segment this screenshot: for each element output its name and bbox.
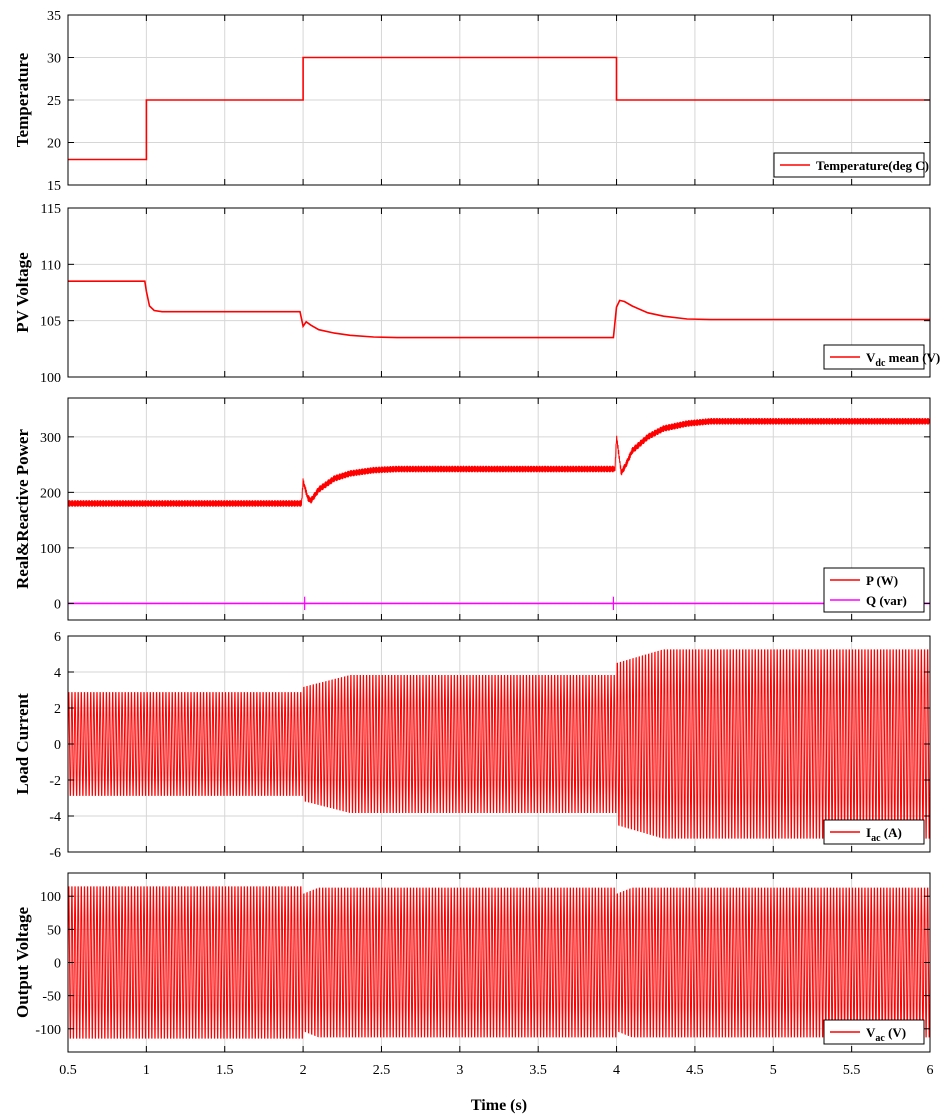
legend: Vdc mean (V) [824,345,940,369]
legend: Iac (A) [824,820,924,844]
y-tick-label: 20 [47,137,61,152]
x-tick-label: 4 [613,1063,620,1078]
x-tick-label: 0.5 [59,1063,77,1078]
x-tick-label: 6 [927,1063,934,1078]
panel-4: -6 -4 -2 0 2 4 6 Load Current Iac (A) [13,630,930,861]
panel-2: 100 105 110 115 PV Voltage Vdc mean (V) [13,202,940,386]
y-tick-label: 6 [54,630,61,645]
y-tick-label: 2 [54,702,61,717]
y-tick-label: 115 [41,202,61,217]
y-tick-label: 100 [40,542,61,557]
panel-3: 0 100 200 300 Real&Reactive Power P (W) Q (var… [13,398,930,620]
panel-5: -100 -50 0 50 100 Output Voltage 0.5 1 1.5 2 2.5 3 3… [13,873,934,1114]
y-axis-label: Output Voltage [13,907,32,1018]
legend-entry: Temperature(deg C) [816,158,929,173]
y-tick-label: -2 [49,774,61,789]
y-tick-label: 25 [47,94,61,109]
y-tick-label: 35 [47,9,61,24]
y-tick-label: 100 [40,371,61,386]
y-tick-label: 4 [54,666,61,681]
y-tick-label: 110 [41,258,61,273]
y-tick-label: 100 [40,890,61,905]
y-tick-label: 0 [54,597,61,612]
x-tick-label: 4.5 [686,1063,704,1078]
x-tick-label: 5.5 [843,1063,861,1078]
y-tick-label: -100 [35,1023,61,1038]
x-tick-label: 5 [770,1063,777,1078]
y-tick-label: 105 [40,315,61,330]
y-tick-label: -4 [49,810,61,825]
y-tick-label: 15 [47,179,61,194]
y-tick-label: 50 [47,923,61,938]
plot-area [68,208,930,377]
plot-area [68,398,930,620]
x-tick-label: 3.5 [529,1063,547,1078]
legend: Temperature(deg C) [774,153,929,177]
x-axis-label: Time (s) [471,1097,527,1114]
x-tick-label: 3 [456,1063,463,1078]
y-tick-label: 30 [47,52,61,67]
y-tick-label: 300 [40,431,61,446]
y-axis-label: Load Current [13,693,32,795]
y-tick-label: -50 [42,990,61,1005]
legend-entry: Q (var) [866,593,907,608]
x-tick-label: 2.5 [373,1063,391,1078]
x-tick-label: 2 [300,1063,307,1078]
y-axis-label: Real&Reactive Power [13,429,32,589]
x-tick-label: 1.5 [216,1063,234,1078]
y-tick-label: 0 [54,957,61,972]
legend: Vac (V) [824,1020,924,1044]
y-tick-label: 200 [40,486,61,501]
legend-entry: P (W) [866,573,898,588]
y-axis-label: PV Voltage [13,252,32,333]
x-tick-label: 1 [143,1063,150,1078]
legend: P (W) Q (var) [824,568,924,612]
y-tick-label: -6 [49,846,61,861]
y-tick-label: 0 [54,738,61,753]
panel-1: 15 20 25 30 35 Temperature Temperature(deg C) [13,9,930,194]
y-axis-label: Temperature [13,52,32,147]
